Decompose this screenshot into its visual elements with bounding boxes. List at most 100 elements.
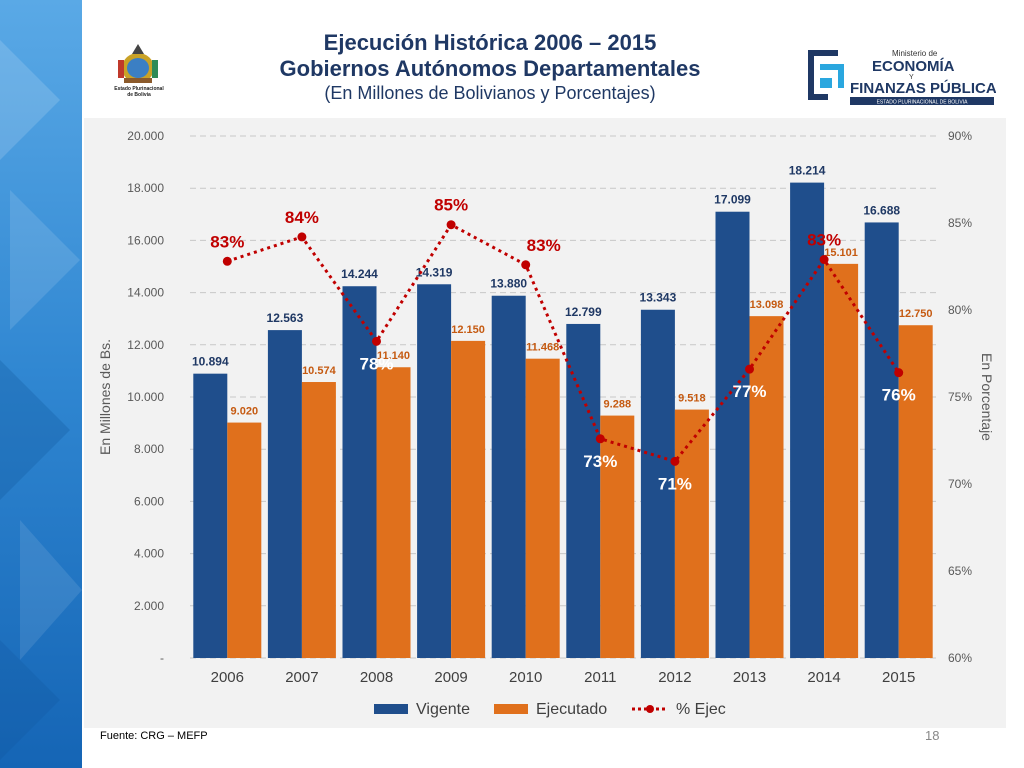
y2-tick-label: 90% [948,129,972,143]
point-pct-ejec [894,368,904,378]
legend-label-pct-ejec: % Ejec [676,701,726,718]
data-label-ejecutado: 9.288 [604,399,632,411]
x-tick-label: 2008 [360,669,393,686]
logo-mark-left [808,50,814,100]
x-tick-label: 2011 [584,669,616,686]
y-axis-title: En Millones de Bs. [97,339,113,455]
bar-vigente [417,284,452,658]
legend-label-vigente: Vigente [416,701,470,718]
y2-tick-label: 60% [948,651,972,665]
x-tick-label: 2012 [658,669,691,686]
data-label-ejecutado: 11.468 [526,342,559,354]
bar-vigente [864,222,899,658]
bar-ejecutado [824,263,859,658]
bar-ejecutado [301,382,336,658]
y-tick-label: 8.000 [134,442,164,456]
combo-chart: - 2.000 4.000 6.000 8.000 10.000 12.000 14.000 1… [97,129,995,718]
x-tick-label: 2006 [211,669,244,686]
x-tick-label: 2014 [807,669,840,686]
data-label-vigente: 16.688 [863,203,900,217]
data-label-vigente: 12.799 [565,305,602,319]
data-label-vigente: 13.343 [640,291,677,305]
point-pct-ejec [372,336,381,346]
ministry-logo: Ministerio de ECONOMÍA Y FINANZAS PÚBLIC… [806,44,1007,108]
legend-marker-pct-ejec [646,705,654,713]
data-label-pct-ejec: 83% [807,231,841,250]
data-label-vigente: 14.244 [341,267,378,281]
logo-y: Y [909,74,914,81]
data-label-vigente: 12.563 [267,311,304,325]
data-label-pct-ejec: 84% [285,208,319,227]
data-label-pct-ejec: 76% [882,386,916,405]
y2-tick-label: 85% [948,216,972,230]
bar-vigente [566,323,601,658]
seal-caption-line2: de Bolivia [127,92,151,98]
point-pct-ejec [819,255,829,265]
decorative-side-band [0,0,82,768]
bar-vigente [790,182,825,658]
point-pct-ejec [595,434,605,444]
logo-mark-top [808,50,838,56]
data-label-vigente: 17.099 [714,193,751,207]
logo-mark-accent3 [820,78,832,88]
legend-swatch-ejecutado [494,704,528,714]
logo-finanzas: FINANZAS PÚBLICAS [850,79,996,97]
bar-ejecutado [227,422,262,658]
data-label-ejecutado: 13.098 [750,299,784,311]
seal-caption: Estado Plurinacional de Bolivia [100,86,178,98]
y-tick-label: 12.000 [127,338,164,352]
data-label-ejecutado: 10.574 [302,365,337,377]
data-label-ejecutado: 9.518 [678,393,706,405]
page-number: 18 [925,728,940,743]
data-label-pct-ejec: 71% [658,474,692,493]
data-label-pct-ejec: 78% [359,354,393,373]
chart-panel: - 2.000 4.000 6.000 8.000 10.000 12.000 14.000 1… [84,118,1006,728]
point-pct-ejec [222,256,232,266]
y-tick-label: 10.000 [127,390,164,404]
title-line3: (En Millones de Bolivianos y Porcentajes… [324,83,656,103]
legend-label-ejecutado: Ejecutado [536,701,607,718]
y-tick-label: 16.000 [127,233,164,247]
bolivia-seal-icon [110,42,166,104]
logo-mark-bottom [808,94,828,100]
point-pct-ejec [670,456,680,466]
y-tick-label: 2.000 [134,599,164,613]
bar-ejecutado [451,340,486,658]
line-pct-ejec [226,222,900,464]
bar-vigente [715,211,750,658]
y2-tick-label: 75% [948,390,972,404]
bar-ejecutado [749,316,784,658]
side-band-graphic [0,0,82,768]
bar-ejecutado [600,415,635,658]
bar-vigente [342,286,377,658]
logo-mark-accent1 [820,64,844,70]
bar-vigente [640,309,675,658]
bar-ejecutado [376,367,411,658]
data-label-ejecutado: 15.101 [824,247,858,259]
legend-swatch-vigente [374,704,408,714]
logo-estado: ESTADO PLURINACIONAL DE BOLIVIA [877,100,969,106]
x-tick-label: 2010 [509,669,542,686]
data-label-pct-ejec: 83% [210,232,244,251]
y-tick-label: 20.000 [127,129,164,143]
data-label-ejecutado: 9.020 [231,406,259,418]
point-pct-ejec [521,260,531,270]
y-tick-label: 14.000 [127,286,164,300]
y2-axis-title: En Porcentaje [979,353,995,441]
logo-ministerio: Ministerio de [892,49,938,58]
x-tick-label: 2009 [434,669,467,686]
y2-tick-label: 80% [948,303,972,317]
point-pct-ejec [446,220,456,230]
bar-ejecutado [674,409,709,658]
bar-ejecutado [898,325,933,658]
data-label-pct-ejec: 85% [434,196,468,215]
title-line1: Ejecución Histórica 2006 – 2015 [323,30,657,55]
x-tick-label: 2015 [882,669,915,686]
data-label-vigente: 18.214 [789,164,826,178]
y2-tick-label: 70% [948,477,972,491]
chart-title-block: Ejecución Histórica 2006 – 2015 Gobierno… [180,30,800,104]
data-label-ejecutado: 12.150 [451,324,485,336]
bar-vigente [193,373,228,658]
bar-ejecutado [525,358,560,658]
y-tick-label: 18.000 [127,181,164,195]
